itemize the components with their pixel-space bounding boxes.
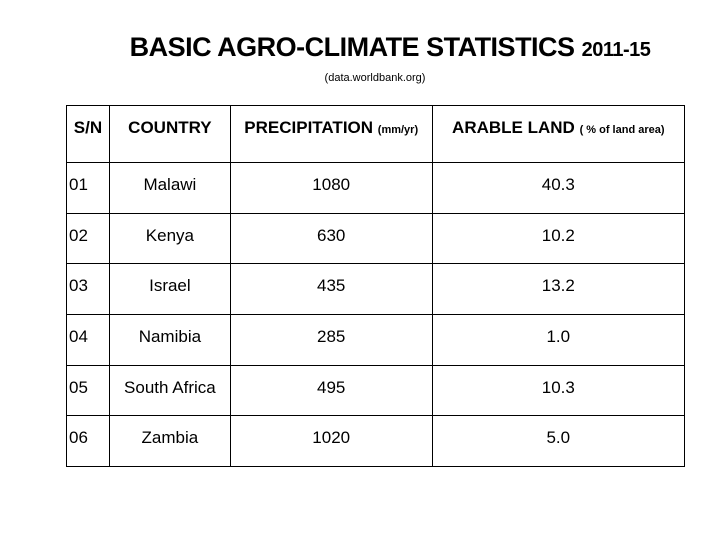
table-row: 05 South Africa 495 10.3 <box>66 364 686 417</box>
header-unit: (mm/yr) <box>377 124 419 136</box>
precipitation-cell: 1020 <box>229 415 433 467</box>
arable-land-cell: 5.0 <box>431 415 686 467</box>
header-row: S/N COUNTRY PRECIPITATION (mm/yr) ARABLE LA… <box>66 105 686 163</box>
header-unit: ( % of land area) <box>579 124 665 136</box>
header-label: PRECIPITATION <box>244 118 374 137</box>
title-years: 2011-15 <box>581 39 651 61</box>
header-label: S/N <box>73 118 103 137</box>
table-row: 02 Kenya 630 10.2 <box>66 212 686 265</box>
country-cell: Israel <box>108 263 231 315</box>
precipitation-cell: 630 <box>229 212 433 265</box>
country-cell: Namibia <box>108 313 231 366</box>
serial-cell: 01 <box>66 162 110 214</box>
column-header: S/N <box>66 105 110 163</box>
column-header: COUNTRY <box>108 105 231 163</box>
country-cell: South Africa <box>108 364 231 417</box>
source-note: (data.worldbank.org) <box>324 72 426 84</box>
arable-land-cell: 10.3 <box>431 364 686 417</box>
title-main: BASIC AGRO-CLIMATE STATISTICS <box>129 32 575 62</box>
serial-cell: 04 <box>66 313 110 366</box>
serial-cell: 05 <box>66 364 110 417</box>
arable-land-cell: 10.2 <box>431 212 686 265</box>
precipitation-cell: 1080 <box>229 162 433 214</box>
header-label: ARABLE LAND <box>452 118 575 137</box>
table-row: 06 Zambia 1020 5.0 <box>66 415 686 467</box>
table-row: 03 Israel 435 13.2 <box>66 263 686 315</box>
precipitation-cell: 435 <box>229 263 433 315</box>
table-row: 01 Malawi 1080 40.3 <box>66 162 686 214</box>
arable-land-cell: 13.2 <box>431 263 686 315</box>
column-header: ARABLE LAND ( % of land area) <box>431 105 686 163</box>
serial-cell: 03 <box>66 263 110 315</box>
serial-cell: 02 <box>66 212 110 265</box>
stats-table: S/N COUNTRY PRECIPITATION (mm/yr) ARABLE LA… <box>66 105 686 467</box>
table-row: 04 Namibia 285 1.0 <box>66 313 686 366</box>
precipitation-cell: 285 <box>229 313 433 366</box>
page-title: BASIC AGRO-CLIMATE STATISTICS 2011-15 <box>0 32 720 63</box>
column-header: PRECIPITATION (mm/yr) <box>229 105 433 163</box>
header-label: COUNTRY <box>128 118 212 137</box>
serial-cell: 06 <box>66 415 110 467</box>
arable-land-cell: 1.0 <box>431 313 686 366</box>
country-cell: Kenya <box>108 212 231 265</box>
arable-land-cell: 40.3 <box>431 162 686 214</box>
precipitation-cell: 495 <box>229 364 433 417</box>
country-cell: Malawi <box>108 162 231 214</box>
country-cell: Zambia <box>108 415 231 467</box>
